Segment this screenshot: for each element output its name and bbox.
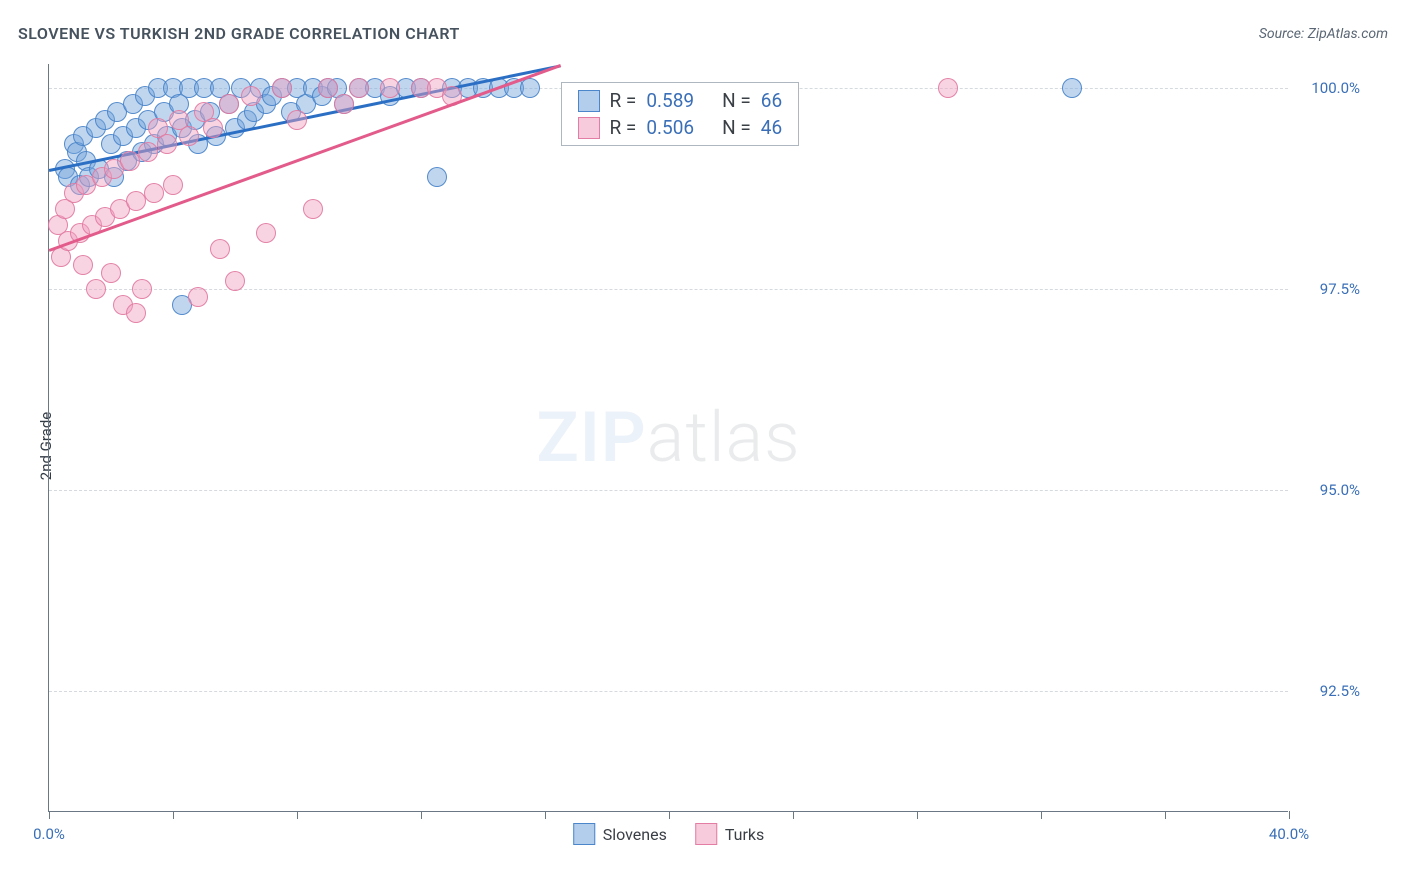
stat-n-label: N = bbox=[722, 89, 751, 112]
data-point bbox=[349, 78, 369, 98]
data-point bbox=[938, 78, 958, 98]
legend-swatch bbox=[578, 117, 600, 139]
legend-swatch bbox=[578, 90, 600, 112]
y-tick-label: 92.5% bbox=[1320, 682, 1360, 700]
stat-n-value: 46 bbox=[761, 116, 782, 139]
data-point bbox=[157, 134, 177, 154]
scatter-chart: ZIPatlas 92.5%95.0%97.5%100.0%0.0%40.0%R… bbox=[48, 64, 1288, 812]
data-point bbox=[303, 199, 323, 219]
stat-n-value: 66 bbox=[761, 89, 782, 112]
legend-item: Turks bbox=[695, 823, 764, 845]
chart-title: SLOVENE VS TURKISH 2ND GRADE CORRELATION… bbox=[18, 24, 460, 43]
data-point bbox=[210, 239, 230, 259]
data-point bbox=[86, 279, 106, 299]
stats-row: R = 0.506 N = 46 bbox=[578, 114, 783, 141]
x-tick bbox=[1165, 811, 1166, 819]
data-point bbox=[1062, 78, 1082, 98]
data-point bbox=[427, 167, 447, 187]
x-tick bbox=[917, 811, 918, 819]
y-tick-label: 97.5% bbox=[1320, 280, 1360, 298]
x-tick-label: 0.0% bbox=[33, 825, 65, 843]
data-point bbox=[126, 191, 146, 211]
chart-source: Source: ZipAtlas.com bbox=[1259, 26, 1388, 42]
legend-swatch bbox=[695, 823, 717, 845]
data-point bbox=[120, 151, 140, 171]
stat-r-value: 0.589 bbox=[646, 89, 694, 112]
data-point bbox=[380, 78, 400, 98]
legend-item: Slovenes bbox=[573, 823, 667, 845]
x-tick bbox=[1289, 811, 1290, 819]
data-point bbox=[188, 287, 208, 307]
watermark: ZIPatlas bbox=[536, 397, 800, 479]
data-point bbox=[126, 303, 146, 323]
data-point bbox=[144, 183, 164, 203]
legend: Slovenes Turks bbox=[573, 823, 765, 845]
chart-header: SLOVENE VS TURKISH 2ND GRADE CORRELATION… bbox=[18, 24, 1388, 43]
gridline bbox=[49, 490, 1288, 491]
legend-label: Slovenes bbox=[603, 825, 667, 844]
stat-r-value: 0.506 bbox=[646, 116, 694, 139]
data-point bbox=[272, 78, 292, 98]
stat-n-label: N = bbox=[722, 116, 751, 139]
x-tick bbox=[173, 811, 174, 819]
x-tick bbox=[669, 811, 670, 819]
data-point bbox=[241, 86, 261, 106]
data-point bbox=[203, 118, 223, 138]
y-tick-label: 100.0% bbox=[1311, 79, 1360, 97]
data-point bbox=[101, 263, 121, 283]
data-point bbox=[318, 78, 338, 98]
x-tick bbox=[793, 811, 794, 819]
stat-r-label: R = bbox=[610, 89, 637, 112]
stats-box: R = 0.589 N = 66 R = 0.506 N = 46 bbox=[561, 82, 800, 146]
data-point bbox=[520, 78, 540, 98]
stats-row: R = 0.589 N = 66 bbox=[578, 87, 783, 114]
data-point bbox=[219, 94, 239, 114]
legend-swatch bbox=[573, 823, 595, 845]
data-point bbox=[132, 279, 152, 299]
data-point bbox=[73, 255, 93, 275]
data-point bbox=[163, 175, 183, 195]
data-point bbox=[287, 110, 307, 130]
x-tick bbox=[297, 811, 298, 819]
data-point bbox=[138, 142, 158, 162]
x-tick bbox=[421, 811, 422, 819]
data-point bbox=[179, 126, 199, 146]
x-tick-label: 40.0% bbox=[1269, 825, 1309, 843]
x-tick bbox=[1041, 811, 1042, 819]
data-point bbox=[256, 223, 276, 243]
gridline bbox=[49, 691, 1288, 692]
legend-label: Turks bbox=[725, 825, 764, 844]
x-tick bbox=[545, 811, 546, 819]
x-tick bbox=[49, 811, 50, 819]
data-point bbox=[225, 271, 245, 291]
y-tick-label: 95.0% bbox=[1320, 481, 1360, 499]
data-point bbox=[334, 94, 354, 114]
stat-r-label: R = bbox=[610, 116, 637, 139]
